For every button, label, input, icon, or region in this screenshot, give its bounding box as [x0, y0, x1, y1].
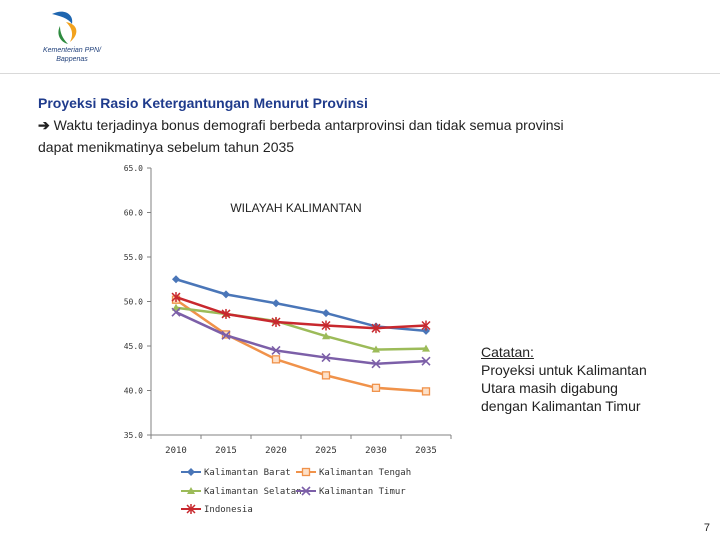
body-line-1: ➔ Waktu terjadinya bonus demografi berbe… — [38, 117, 564, 134]
data-point — [422, 326, 430, 335]
legend-marker — [186, 504, 196, 514]
y-tick-label: 40.0 — [124, 387, 143, 396]
data-point — [271, 345, 281, 356]
legend-label: Kalimantan Tengah — [319, 468, 411, 478]
header-divider — [0, 73, 720, 74]
series-line — [175, 306, 427, 351]
page-number: 7 — [703, 522, 710, 534]
x-tick-label: 2010 — [165, 446, 187, 456]
note-line-1: Proyeksi untuk Kalimantan — [481, 362, 647, 378]
legend-entry: Kalimantan Selatan — [181, 487, 302, 497]
data-point — [221, 308, 231, 319]
data-point — [372, 345, 380, 353]
note-line-3: dengan Kalimantan Timur — [481, 398, 641, 414]
chart-legend: Kalimantan Barat Kalimantan Tengah Kaliman… — [181, 467, 411, 515]
logo-swirl-green — [58, 26, 68, 44]
legend-marker — [187, 487, 195, 494]
series-kalimantan-timur — [171, 307, 431, 369]
data-point — [322, 309, 330, 318]
data-point — [321, 320, 331, 331]
y-tick-label: 35.0 — [124, 431, 143, 440]
bappenas-logo — [52, 11, 77, 44]
legend-entry: Kalimantan Barat — [181, 468, 291, 478]
data-point — [271, 316, 281, 327]
y-tick-label: 50.0 — [124, 298, 143, 307]
legend-label: Kalimantan Barat — [204, 468, 291, 478]
data-point — [172, 275, 180, 284]
marker-stroke — [271, 345, 281, 356]
data-point — [422, 344, 430, 352]
body-line-2: dapat menikmatinya sebelum tahun 2035 — [38, 139, 295, 155]
data-point — [272, 299, 280, 308]
legend-entry: Kalimantan Tengah — [296, 467, 411, 478]
data-point — [271, 355, 281, 364]
data-point — [421, 356, 431, 366]
y-tick-label: 65.0 — [124, 164, 143, 173]
slide-heading: Proyeksi Rasio Ketergantungan Menurut Pr… — [38, 95, 368, 111]
marker-stroke — [321, 353, 331, 363]
note-box: Catatan: Proyeksi untuk Kalimantan Utara… — [481, 343, 647, 415]
chart-axes: 35.0 40.0 45.0 50.0 55.0 60.0 65.0 2010 2015 2020… — [124, 164, 452, 456]
logo-text: Kementerian PPN/ Bappenas — [22, 46, 122, 64]
logo-swirl-blue — [52, 11, 73, 24]
marker-stroke — [221, 330, 231, 340]
x-tick-label: 2035 — [415, 446, 437, 456]
note-line-2: Utara masih digabung — [481, 380, 618, 396]
x-tick-label: 2025 — [315, 446, 337, 456]
data-point — [321, 353, 331, 363]
y-tick-label: 45.0 — [124, 342, 143, 351]
legend-label: Kalimantan Selatan — [204, 487, 302, 497]
series-line — [175, 298, 427, 393]
legend-label: Indonesia — [204, 505, 253, 515]
legend-marker — [301, 486, 311, 496]
marker-stroke — [301, 486, 311, 496]
logo-org-line2: Bappenas — [56, 56, 88, 63]
data-point — [221, 330, 231, 340]
body-line-1-text: Waktu terjadinya bonus demografi berbeda… — [53, 117, 564, 133]
x-tick-label: 2020 — [265, 446, 287, 456]
data-point — [171, 292, 181, 303]
chart-title: WILAYAH KALIMANTAN — [230, 201, 361, 215]
series-indonesia — [171, 292, 431, 334]
legend-marker — [187, 468, 195, 476]
legend-label: Kalimantan Timur — [319, 487, 406, 497]
series-line — [175, 311, 427, 366]
marker-stroke — [171, 307, 181, 317]
x-tick-label: 2015 — [215, 446, 237, 456]
data-point — [371, 383, 381, 392]
data-point — [222, 290, 230, 299]
legend-marker — [301, 467, 311, 477]
data-point — [421, 320, 431, 331]
series-kalimantan-barat — [172, 275, 430, 335]
series-line — [175, 295, 427, 330]
x-tick-label: 2030 — [365, 446, 387, 456]
marker-stroke — [421, 356, 431, 366]
legend-entry: Kalimantan Timur — [296, 486, 406, 497]
arrow-right-icon: ➔ — [38, 117, 50, 133]
legend-entry: Indonesia — [181, 504, 253, 515]
chart-series — [171, 275, 431, 396]
y-tick-label: 55.0 — [124, 253, 143, 262]
data-point — [421, 387, 431, 396]
data-point — [321, 371, 331, 380]
data-point — [371, 359, 381, 369]
logo-swirl-orange — [66, 22, 77, 42]
data-point — [322, 332, 330, 340]
data-point — [172, 303, 180, 311]
marker-stroke — [371, 359, 381, 369]
data-point — [171, 307, 181, 317]
note-title: Catatan: — [481, 344, 534, 360]
logo-org-line1: Kementerian PPN/ — [43, 47, 101, 54]
y-tick-label: 60.0 — [124, 209, 143, 218]
data-point — [371, 323, 381, 334]
